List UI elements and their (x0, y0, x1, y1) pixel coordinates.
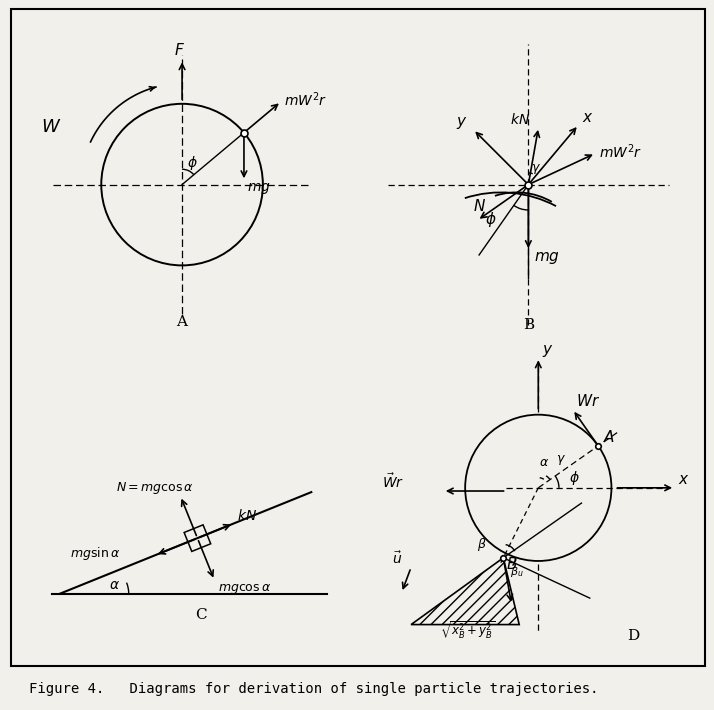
Text: $Wr$: $Wr$ (576, 393, 600, 409)
Text: $\alpha$: $\alpha$ (109, 578, 120, 592)
Text: B: B (523, 318, 534, 332)
Text: $mW^2r$: $mW^2r$ (599, 142, 642, 161)
Text: $mW^2r$: $mW^2r$ (284, 91, 328, 109)
Text: $y$: $y$ (456, 115, 468, 131)
Text: $mg\sin\alpha$: $mg\sin\alpha$ (71, 545, 121, 562)
Text: $N$: $N$ (473, 198, 486, 214)
Text: $\beta$: $\beta$ (476, 536, 486, 553)
Text: $kN$: $kN$ (511, 111, 531, 127)
Text: $\phi$: $\phi$ (486, 209, 497, 229)
Text: $\gamma$: $\gamma$ (531, 163, 541, 176)
Text: $A$: $A$ (603, 429, 615, 445)
Text: $mg$: $mg$ (247, 181, 271, 196)
Text: $\beta_u$: $\beta_u$ (510, 565, 523, 579)
Text: $B$: $B$ (506, 556, 518, 572)
Text: $x$: $x$ (582, 109, 593, 125)
Text: $W$: $W$ (41, 118, 61, 136)
Text: Figure 4.   Diagrams for derivation of single particle trajectories.: Figure 4. Diagrams for derivation of sin… (29, 682, 598, 696)
Text: $\phi$: $\phi$ (187, 154, 198, 172)
Text: D: D (628, 630, 640, 643)
Text: $\sqrt{\dot{x}_B^2+\dot{y}_B^2}$: $\sqrt{\dot{x}_B^2+\dot{y}_B^2}$ (440, 620, 495, 641)
Text: $y$: $y$ (542, 343, 553, 359)
Text: $\alpha$: $\alpha$ (540, 456, 550, 469)
Text: $x$: $x$ (678, 472, 690, 487)
Text: $mg$: $mg$ (534, 250, 560, 266)
Text: $\phi$: $\phi$ (569, 469, 580, 487)
Text: $N=mg\cos\alpha$: $N=mg\cos\alpha$ (116, 480, 194, 496)
Text: $\vec{W}r$: $\vec{W}r$ (383, 472, 405, 491)
Text: $kN$: $kN$ (237, 508, 257, 523)
Text: $mg\cos\alpha$: $mg\cos\alpha$ (218, 582, 271, 596)
Text: C: C (196, 608, 207, 622)
Text: $\gamma$: $\gamma$ (555, 453, 565, 467)
Text: A: A (176, 315, 188, 329)
Text: $F$: $F$ (174, 43, 185, 58)
Text: $\vec{u}$: $\vec{u}$ (392, 550, 403, 567)
